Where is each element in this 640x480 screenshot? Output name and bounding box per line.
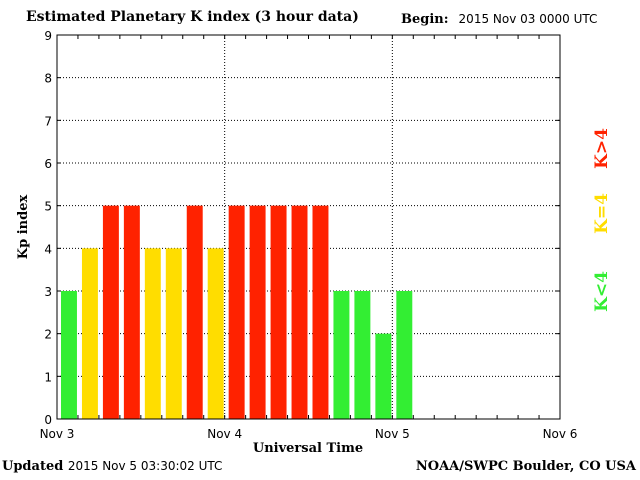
axis-ticks: 0 1 2 3 4 5 6 7 8 9 Nov 3 Nov 4 Nov 5 Nov 6	[40, 29, 578, 441]
kp-bar	[375, 333, 392, 419]
x-tick-label: Nov 6	[543, 427, 578, 441]
grid-lines	[57, 35, 560, 419]
y-tick-label: 2	[44, 328, 52, 342]
x-axis-label: Universal Time	[253, 441, 363, 456]
kp-bar	[61, 291, 77, 419]
y-tick-label: 8	[44, 72, 52, 86]
legend-k-equal-4: K=4	[592, 193, 612, 234]
begin-label: Begin:	[401, 12, 449, 27]
kp-bar	[165, 248, 182, 419]
kp-bar	[102, 205, 119, 419]
updated-value: 2015 Nov 5 03:30:02 UTC	[67, 459, 223, 473]
kp-bar	[354, 291, 371, 419]
bars	[61, 205, 413, 419]
kp-bar	[396, 291, 413, 419]
legend-k-less-4: K<4	[592, 271, 612, 312]
chart-title: Estimated Planetary K index (3 hour data…	[26, 9, 359, 25]
kp-bar	[81, 248, 98, 419]
begin-value: 2015 Nov 03 0000 UTC	[458, 12, 598, 26]
kp-bar	[228, 205, 245, 419]
kp-bar	[186, 205, 203, 419]
x-tick-label: Nov 3	[40, 427, 75, 441]
y-tick-label: 4	[44, 242, 52, 256]
y-tick-label: 9	[44, 29, 52, 43]
y-tick-label: 6	[44, 157, 52, 171]
legend-k-greater-4: K>4	[592, 128, 612, 169]
kp-bar	[333, 291, 350, 419]
kp-bar	[123, 205, 140, 419]
y-tick-label: 0	[44, 413, 52, 427]
kp-bar	[249, 205, 266, 419]
updated-label: Updated	[2, 459, 64, 474]
credit-text: NOAA/SWPC Boulder, CO USA	[415, 459, 636, 474]
x-tick-label: Nov 4	[207, 427, 242, 441]
updated-info: Updated 2015 Nov 5 03:30:02 UTC	[2, 459, 222, 474]
begin-info: Begin: 2015 Nov 03 0000 UTC	[401, 12, 597, 27]
y-tick-label: 5	[44, 200, 52, 214]
y-tick-label: 7	[44, 114, 52, 128]
kp-bar	[207, 248, 224, 419]
y-axis-label: Kp index	[16, 195, 31, 260]
kp-bar	[291, 205, 308, 419]
y-tick-label: 3	[44, 285, 52, 299]
kp-bar	[144, 248, 161, 419]
kp-bar	[312, 205, 329, 419]
x-tick-label: Nov 5	[375, 427, 410, 441]
y-tick-label: 1	[44, 370, 52, 384]
kp-bar	[270, 205, 287, 419]
